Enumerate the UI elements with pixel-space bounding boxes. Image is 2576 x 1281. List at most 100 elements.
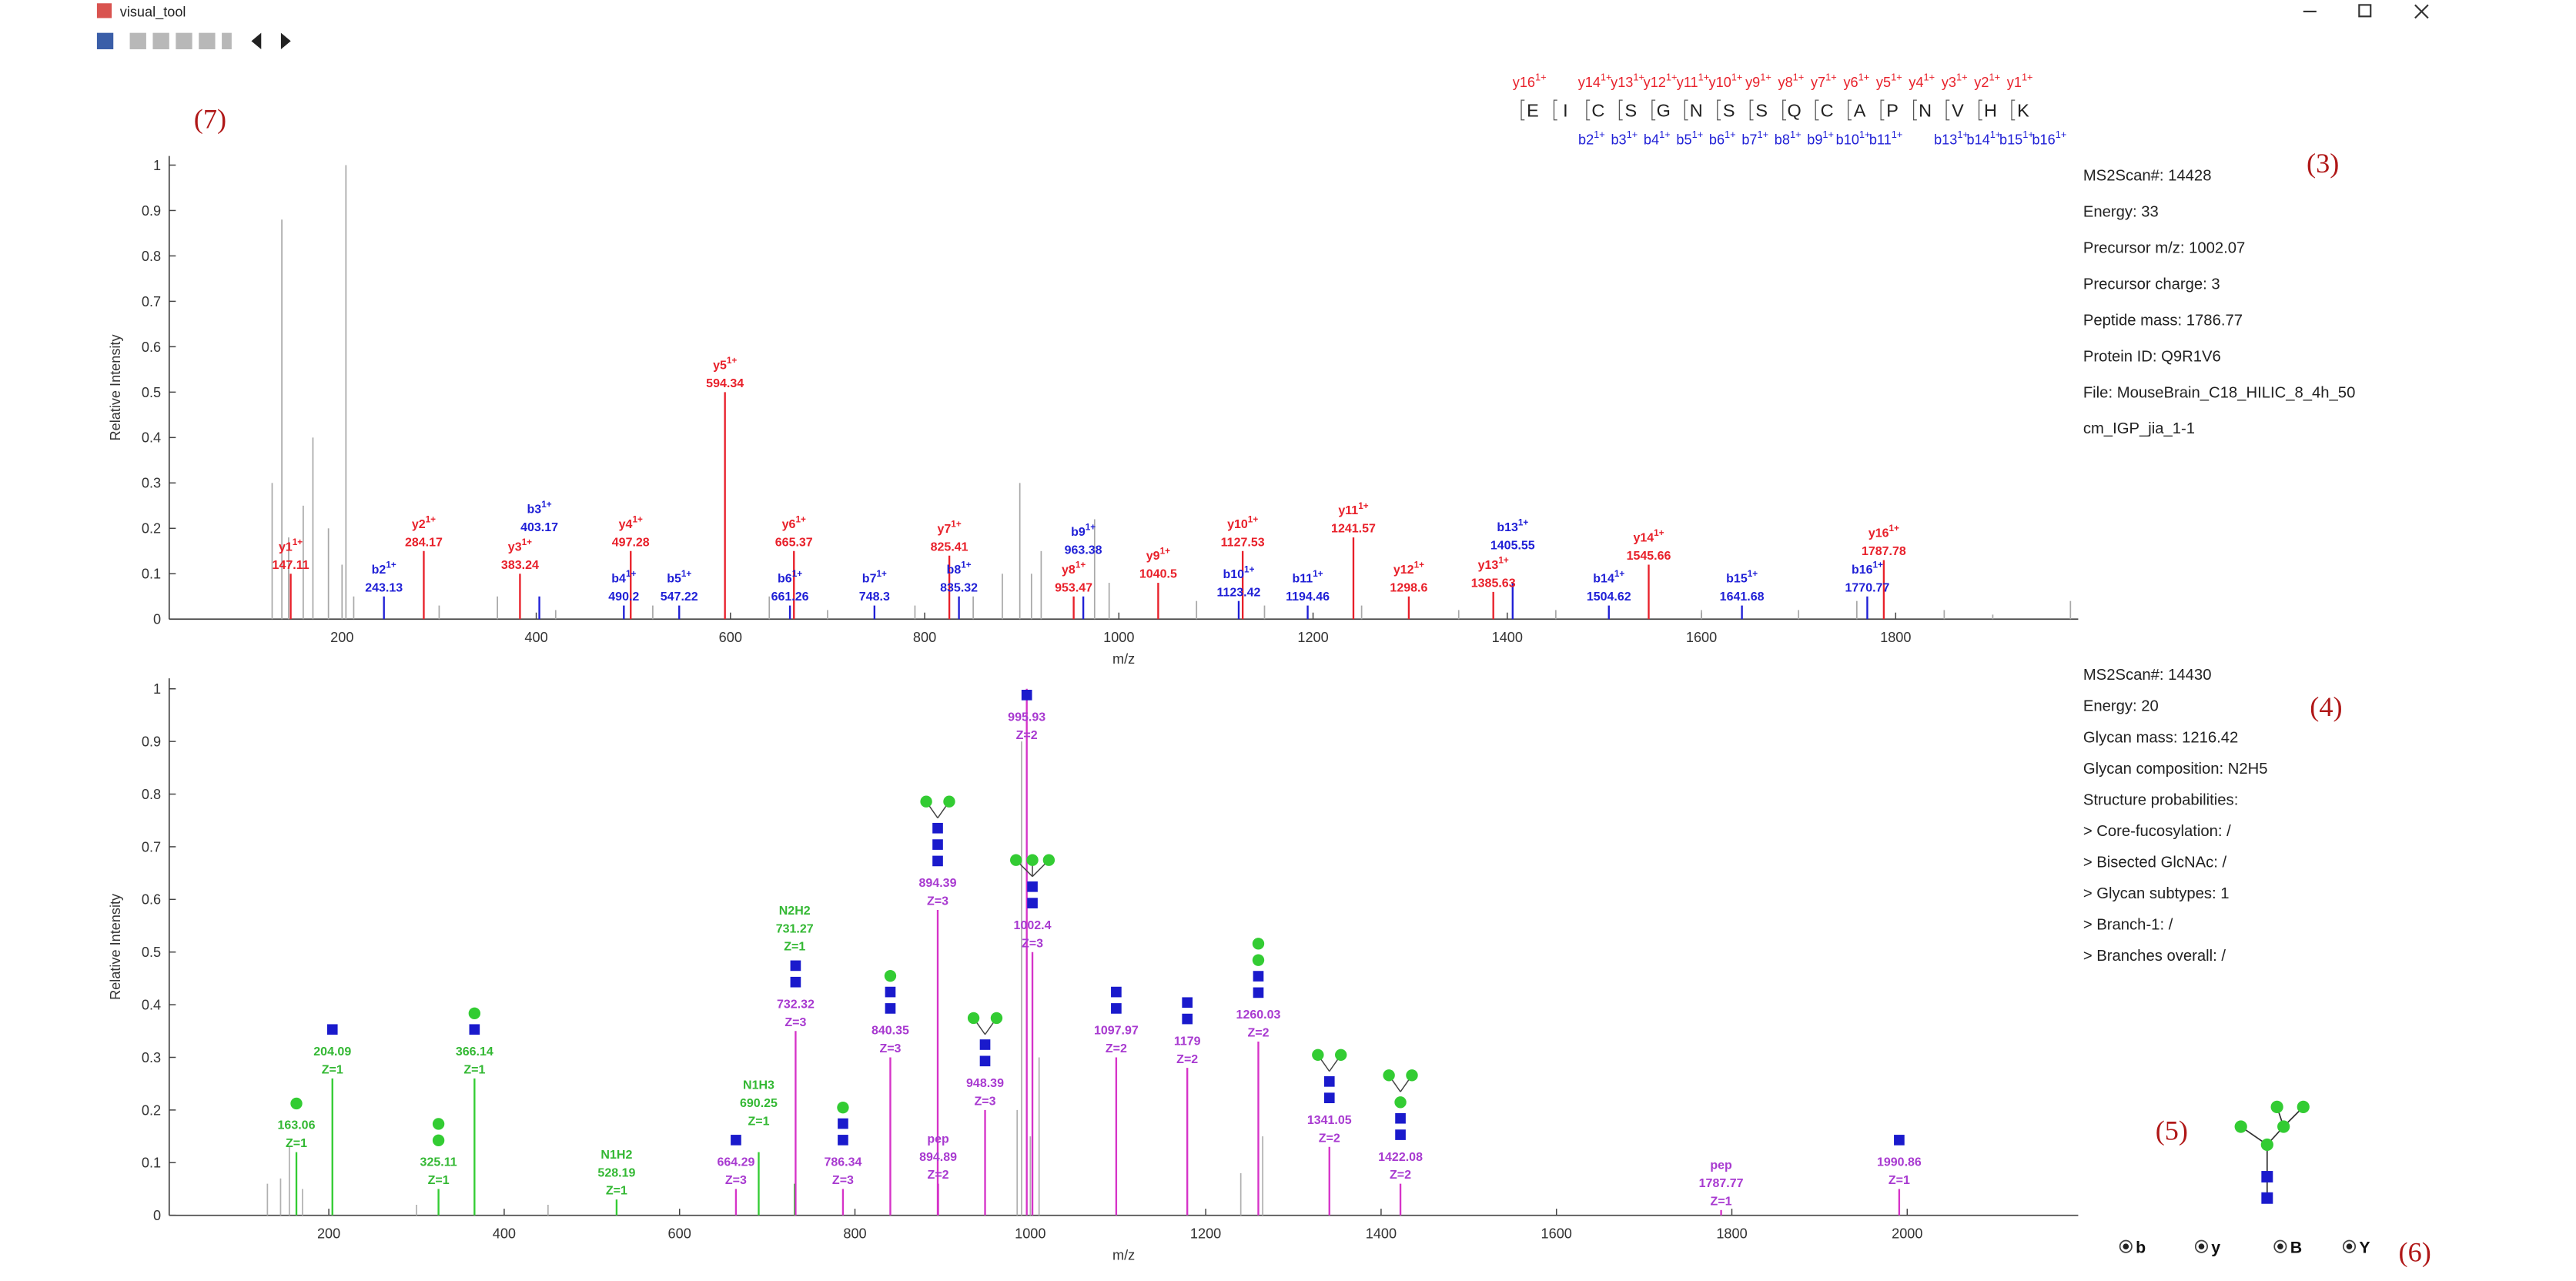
peak-label-charge: 1+: [1873, 560, 1884, 570]
peak-annotation: 1341.05 Z=2: [1307, 1049, 1352, 1145]
x-tick-label: 1200: [1297, 630, 1328, 645]
info-line: > Bisected GlcNAc: /: [2083, 854, 2227, 871]
radio-dot[interactable]: [2346, 1243, 2353, 1250]
peak-label-part: Z=2: [1390, 1169, 1411, 1182]
residue: K: [2017, 100, 2029, 120]
x-tick-label: 1600: [1541, 1226, 1572, 1242]
peak-annotation: b61+ 661.26: [771, 569, 809, 604]
peak-label-part: 490.2: [608, 590, 639, 604]
peak-label-charge: 1+: [1654, 528, 1664, 538]
y-tick-label: 0.6: [142, 892, 161, 908]
peak-label-part: 1260.03: [1236, 1008, 1281, 1022]
x-tick-label: 1000: [1015, 1226, 1045, 1242]
peak-annotation: 786.34 Z=3: [824, 1101, 862, 1187]
peak-label-part: 163.06: [278, 1119, 316, 1132]
save-button[interactable]: [96, 32, 114, 49]
peak-label: 786.34: [824, 1156, 861, 1169]
peak-label: y21+: [412, 514, 436, 530]
ion-toggle[interactable]: B: [2273, 1239, 2302, 1257]
peak-label-part: b7: [862, 573, 877, 586]
peak-label-part: Z=3: [927, 895, 948, 908]
fragment-name: y1: [2007, 75, 2022, 90]
ion-toggle[interactable]: Y: [2342, 1239, 2370, 1257]
fragment-name: y2: [1974, 75, 1989, 90]
fragment-label: y71+: [1811, 72, 1837, 91]
tool-button[interactable]: [129, 32, 146, 49]
peak-label: 1341.05: [1307, 1114, 1352, 1127]
tool-button[interactable]: [176, 32, 192, 49]
radio-dot[interactable]: [2277, 1243, 2283, 1250]
peak-label-part: y3: [508, 540, 522, 554]
peak-label: b71+: [862, 569, 887, 585]
peak-label-part: b6: [778, 573, 792, 586]
fragment-label: y111+: [1677, 72, 1709, 91]
peak-label: 1002.4: [1014, 919, 1052, 932]
peak-label: 325.11: [420, 1156, 457, 1169]
y-tick-label: 0.3: [142, 476, 161, 491]
fragment-label: b41+: [1644, 129, 1671, 148]
peak-annotation: b91+ 963.38: [1065, 522, 1102, 557]
toggle-label[interactable]: B: [2290, 1239, 2302, 1257]
peak-label-part: y10: [1227, 518, 1248, 531]
residue-bracket: [1749, 99, 1754, 121]
peak-label-part: y4: [619, 518, 633, 531]
peak-annotation: b21+ 243.13: [365, 560, 403, 594]
radio-dot[interactable]: [2198, 1243, 2205, 1250]
peak-label-part: 1097.97: [1094, 1025, 1139, 1038]
peak-label-part: 1405.55: [1490, 539, 1535, 552]
restore-button[interactable]: [2358, 4, 2372, 18]
peak-label: b161+: [1852, 560, 1883, 576]
fragment-charge: 1+: [1666, 72, 1678, 83]
glycan-square: [1395, 1112, 1406, 1124]
peak-label: Z=3: [1022, 937, 1043, 950]
peak-label: Z=3: [975, 1095, 996, 1108]
peak-label: 1097.97: [1094, 1025, 1139, 1038]
tool-button[interactable]: [222, 32, 232, 49]
peak-annotation: b71+ 748.3: [859, 569, 890, 604]
peak-label-part: b11: [1293, 573, 1313, 586]
peak-label: 1770.77: [1845, 581, 1890, 594]
close-button[interactable]: [2414, 4, 2429, 19]
toggle-label[interactable]: b: [2136, 1239, 2146, 1257]
y-tick-label: 0.7: [142, 839, 161, 855]
peak-label-part: 147.11: [273, 559, 309, 572]
fragment-name: y4: [1909, 75, 1923, 90]
toggle-label[interactable]: Y: [2359, 1239, 2370, 1257]
ion-toggle[interactable]: y: [2194, 1239, 2220, 1257]
annotation: (5): [2156, 1115, 2188, 1146]
glycan-square: [838, 1135, 848, 1146]
peak-label: 661.26: [771, 590, 809, 604]
forward-button[interactable]: [280, 32, 291, 49]
fragment-name: y12: [1644, 75, 1666, 90]
info-line: > Branch-1: /: [2083, 916, 2173, 933]
peak-annotation: 1097.97 Z=2: [1094, 986, 1139, 1055]
fragment-charge: 1+: [1601, 72, 1612, 83]
peak-annotation: 1422.08 Z=2: [1378, 1069, 1423, 1182]
glycan-circle: [1383, 1069, 1395, 1082]
peak-label-part: b3: [527, 503, 542, 516]
info-line: MS2Scan#: 14430: [2083, 667, 2212, 684]
peak-label-part: pep: [1710, 1159, 1732, 1172]
tool-button[interactable]: [152, 32, 169, 49]
peak-label: 403.17: [520, 521, 558, 534]
peak-label-charge: 1+: [1086, 522, 1096, 532]
glycan-square: [1395, 1129, 1406, 1140]
back-button[interactable]: [251, 32, 262, 49]
glycan-square: [1027, 898, 1038, 908]
fragment-name: b10: [1836, 132, 1859, 148]
glycan-square: [1021, 690, 1032, 701]
peak-annotation: y101+ 1127.53: [1221, 514, 1265, 549]
ion-toggle[interactable]: b: [2119, 1239, 2146, 1257]
peak-label-part: b8: [947, 564, 962, 577]
peak-label-part: 953.47: [1055, 581, 1092, 594]
tool-button[interactable]: [199, 32, 216, 49]
fragment-name: b13: [1934, 132, 1957, 148]
glycan-circle: [468, 1007, 481, 1020]
toggle-label[interactable]: y: [2211, 1239, 2220, 1257]
peak-label-part: 664.29: [717, 1156, 754, 1169]
glycan-square: [932, 839, 943, 850]
fragment-label: b161+: [2032, 129, 2066, 148]
radio-dot[interactable]: [2123, 1243, 2129, 1250]
peak-label-part: 948.39: [966, 1077, 1004, 1090]
